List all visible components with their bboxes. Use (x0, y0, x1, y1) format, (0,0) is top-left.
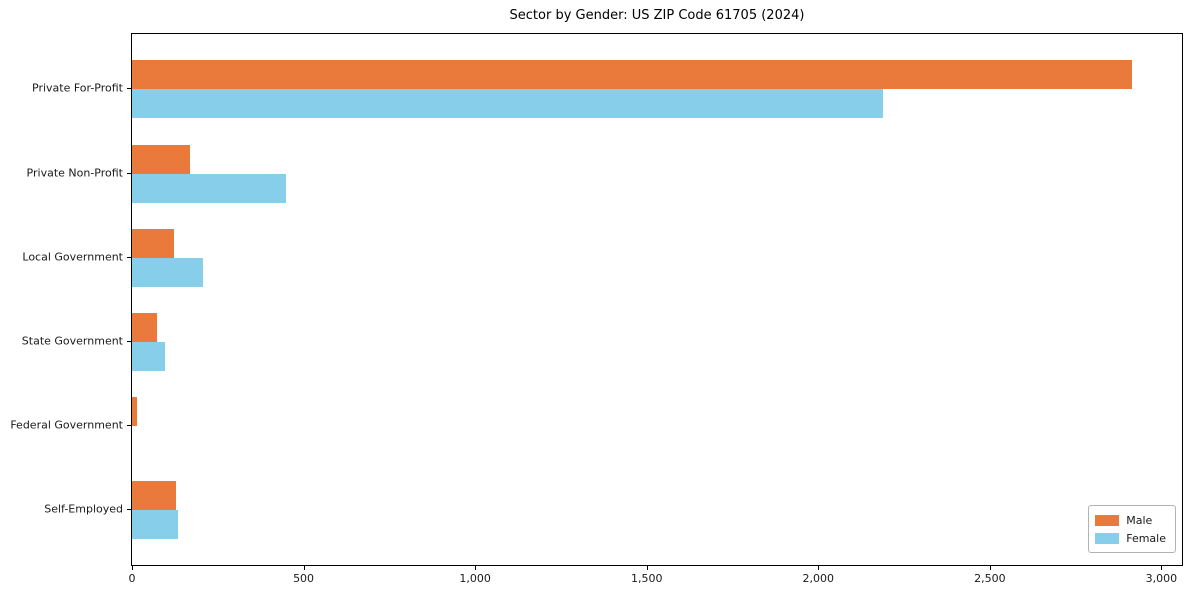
legend-swatch-male (1095, 514, 1120, 526)
bar-male-state-government (132, 313, 158, 342)
x-axis-tick-2000 (818, 566, 820, 570)
bar-female-state-government (132, 342, 165, 371)
x-axis-tick-3000 (1161, 566, 1163, 570)
x-axis-label-3000: 3,000 (1145, 572, 1178, 585)
plot-area: Male Female (131, 33, 1183, 566)
x-axis-label-2000: 2,000 (802, 572, 835, 585)
x-axis-tick-500 (303, 566, 305, 570)
y-axis-tick-private-non-profit (127, 172, 131, 174)
y-axis-tick-private-for-profit (127, 88, 131, 90)
x-axis-label-1500: 1,500 (630, 572, 663, 585)
y-axis-tick-state-government (127, 341, 131, 342)
bar-female-self-employed (132, 510, 178, 540)
x-axis-tick-2500 (989, 566, 991, 570)
x-axis-label-0: 0 (128, 572, 136, 585)
bar-male-self-employed (132, 481, 176, 511)
legend-label-female: Female (1126, 531, 1166, 545)
x-axis-label-2500: 2,500 (974, 572, 1006, 585)
legend: Male Female (1088, 505, 1176, 553)
bar-female-local-government (132, 257, 203, 287)
x-axis-tick-1000 (475, 566, 477, 570)
x-axis-tick-1500 (646, 566, 648, 570)
chart-title: Sector by Gender: US ZIP Code 61705 (202… (509, 8, 805, 23)
x-axis-label-1000: 1,000 (459, 572, 491, 585)
y-axis-label-self-employed: Self-Employed (44, 502, 123, 516)
x-axis-label-500: 500 (293, 572, 315, 585)
y-axis-label-local-government: Local Government (22, 250, 123, 264)
y-axis-label-private-non-profit: Private Non-Profit (26, 166, 123, 180)
bar-female-private-non-profit (132, 173, 287, 203)
bar-male-private-for-profit (132, 60, 1133, 90)
bar-male-federal-government (132, 397, 138, 427)
y-axis-label-federal-government: Federal Government (10, 418, 123, 432)
y-axis-tick-local-government (127, 256, 131, 258)
y-axis-label-state-government: State Government (21, 334, 123, 348)
bar-female-private-for-profit (132, 89, 884, 119)
legend-swatch-female (1095, 532, 1120, 544)
legend-item-female: Female (1095, 529, 1166, 547)
y-axis-label-private-for-profit: Private For-Profit (32, 81, 123, 95)
y-axis-tick-self-employed (127, 509, 131, 511)
x-axis-tick-0 (132, 566, 133, 570)
legend-item-male: Male (1095, 511, 1166, 529)
y-axis-tick-federal-government (127, 425, 131, 427)
bar-male-private-non-profit (132, 144, 191, 174)
legend-label-male: Male (1126, 513, 1153, 527)
bar-male-local-government (132, 228, 174, 258)
